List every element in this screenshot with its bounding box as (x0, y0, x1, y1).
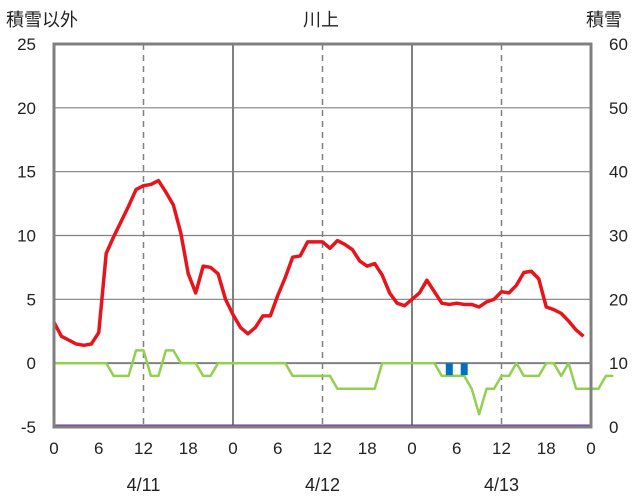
series-bar (445, 363, 453, 376)
x-tick-label: 6 (94, 439, 103, 458)
y-tick-label: 25 (17, 35, 36, 54)
y2-tick-label: 60 (609, 35, 628, 54)
frame-layer (52, 42, 593, 429)
y2-tick-label: 0 (609, 418, 618, 437)
series-line (52, 178, 585, 348)
date-label: 4/11 (127, 475, 161, 495)
x-tick-label: 0 (407, 439, 416, 458)
x-tick-label: 0 (49, 439, 58, 458)
y-tick-label: -5 (21, 418, 36, 437)
x-tick-label: 18 (537, 439, 556, 458)
y-tick-label: 5 (27, 290, 36, 309)
series-bar (460, 363, 468, 376)
x-tick-label: 12 (492, 439, 511, 458)
x-tick-label: 18 (179, 439, 198, 458)
x-tick-label: 18 (358, 439, 377, 458)
y-tick-label: 0 (27, 354, 36, 373)
plot-frame (52, 42, 593, 429)
y2-tick-label: 50 (609, 99, 628, 118)
date-label: 4/12 (305, 475, 340, 495)
y-tick-label: 15 (17, 163, 36, 182)
x-tick-label: 0 (228, 439, 237, 458)
x-tick-label: 6 (452, 439, 461, 458)
x-tick-label: 12 (313, 439, 332, 458)
grid-layer (54, 44, 591, 427)
series-line (54, 349, 614, 416)
y2-tick-label: 10 (609, 354, 628, 373)
y-tick-label: 20 (17, 99, 36, 118)
right-axis-label: 積雪 (586, 10, 622, 31)
x-tick-label: 12 (134, 439, 153, 458)
y2-tick-label: 20 (609, 290, 628, 309)
series-layer (52, 178, 614, 428)
y2-tick-label: 30 (609, 227, 628, 246)
x-tick-label: 0 (586, 439, 595, 458)
y2-tick-label: 40 (609, 163, 628, 182)
left-axis-label: 積雪以外 (6, 10, 78, 31)
date-label: 4/13 (484, 475, 519, 495)
x-tick-label: 6 (273, 439, 282, 458)
y-tick-label: 10 (17, 227, 36, 246)
chart-title: 川上 (303, 10, 339, 31)
